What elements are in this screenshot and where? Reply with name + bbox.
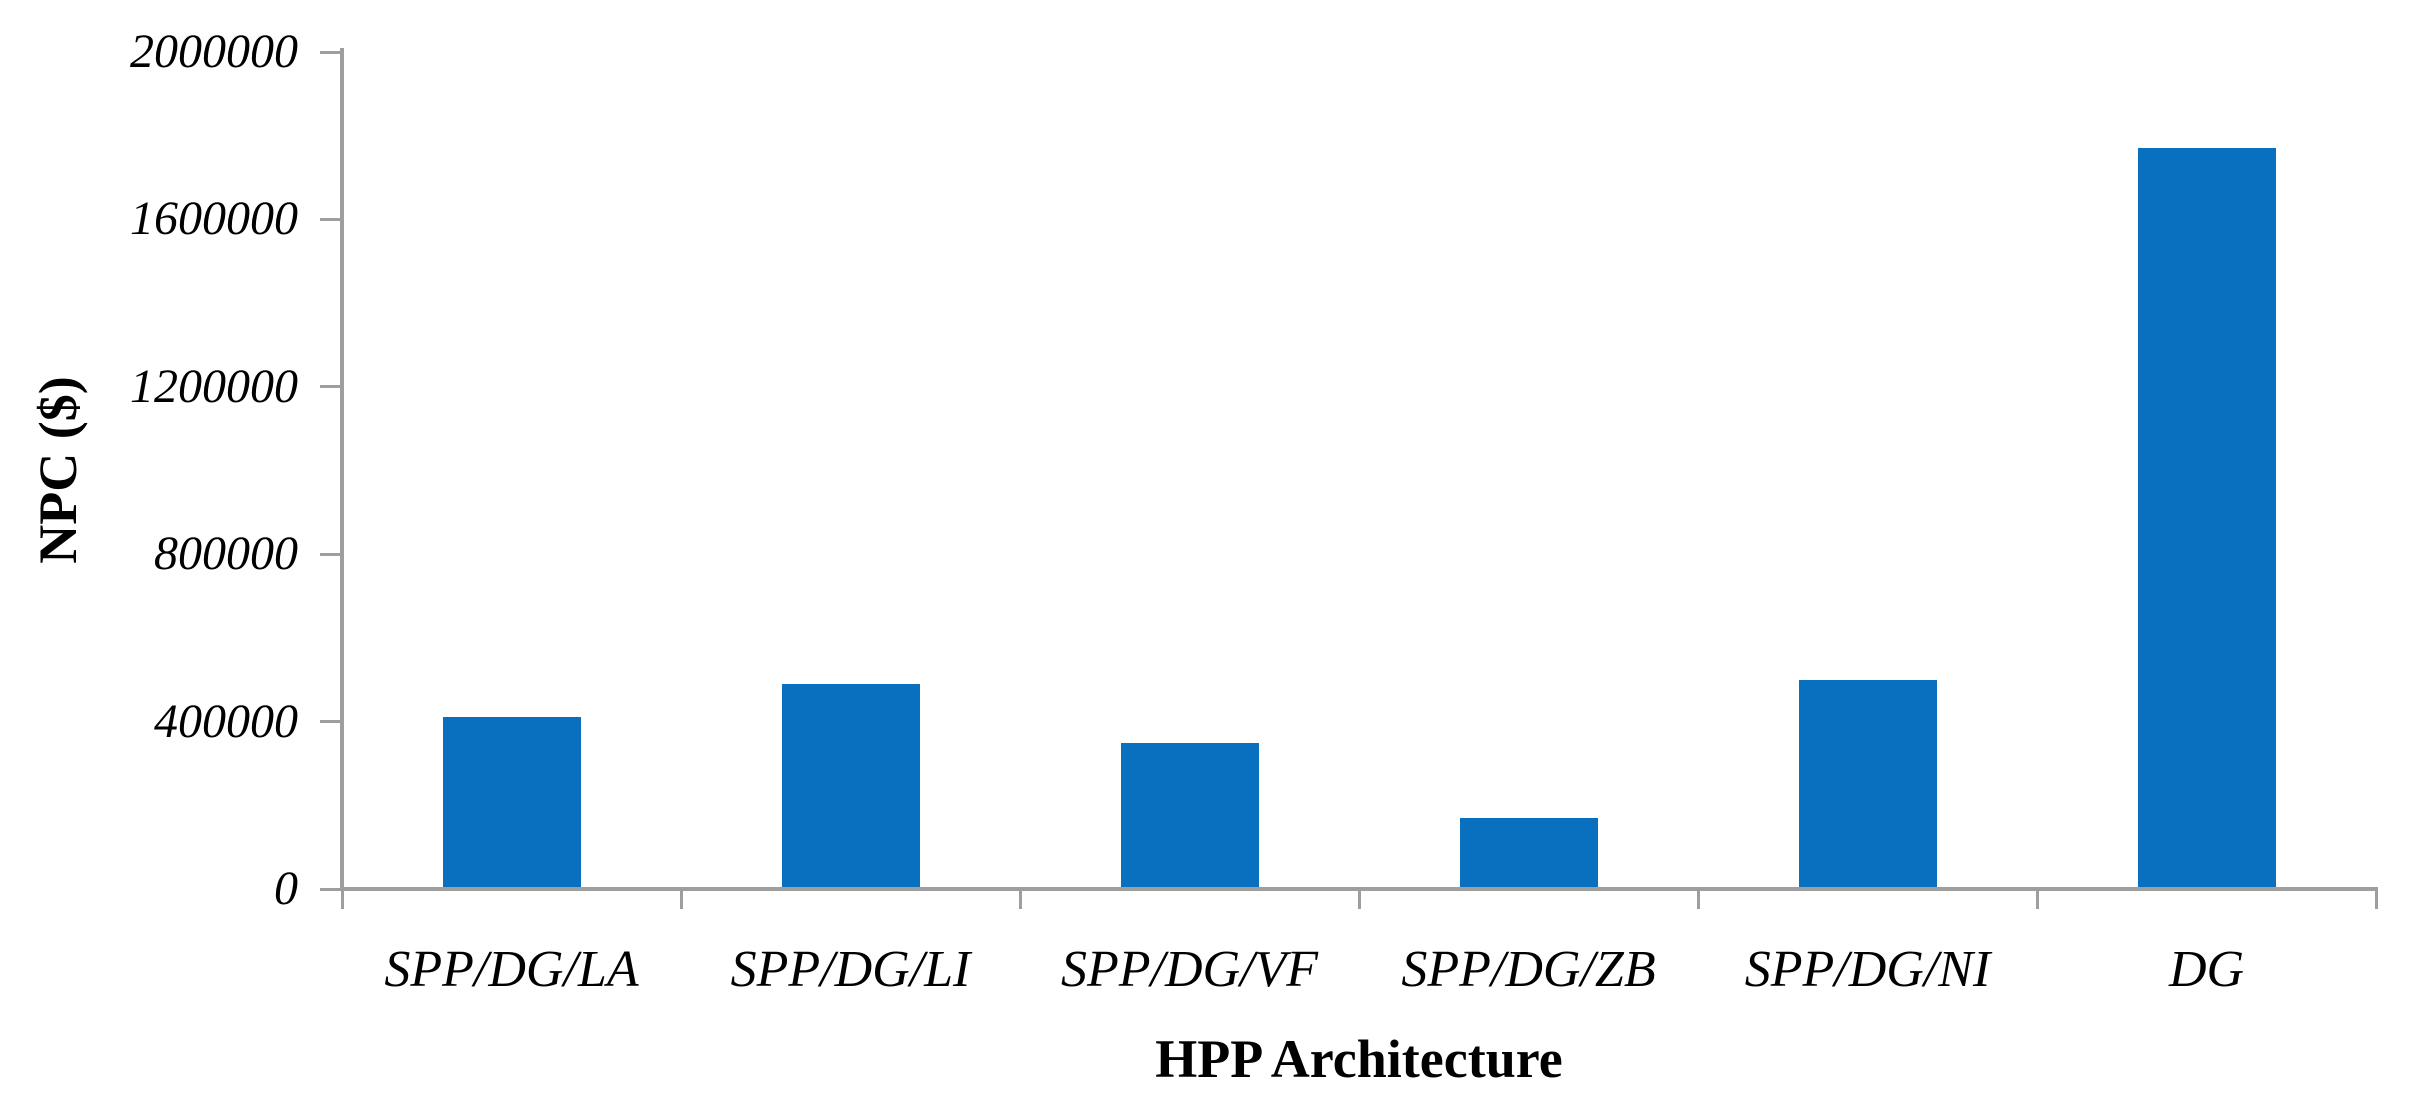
bar	[442, 717, 581, 887]
x-tick	[1696, 891, 1700, 909]
y-tick	[320, 217, 342, 221]
y-tick-label: 1200000	[130, 359, 298, 413]
y-tick-label: 1600000	[130, 192, 298, 246]
y-tick-label: 0	[274, 862, 298, 915]
x-tick	[1018, 891, 1022, 909]
x-category-label: DG	[2168, 941, 2245, 998]
x-axis-line	[340, 887, 2378, 891]
bar	[1798, 679, 1937, 887]
x-tick	[340, 891, 344, 909]
x-category-label: SPP/DG/NI	[1744, 941, 1991, 998]
bar	[1459, 817, 1598, 887]
x-tick	[679, 891, 683, 909]
bar	[1120, 742, 1259, 887]
x-tick	[1357, 891, 1361, 909]
y-tick	[320, 720, 342, 724]
y-tick-label: 800000	[154, 527, 298, 581]
y-tick-label: 2000000	[130, 25, 298, 78]
x-category-label: SPP/DG/ZB	[1401, 941, 1656, 998]
y-tick	[320, 385, 342, 389]
x-category-label: SPP/DG/VF	[1060, 941, 1319, 998]
x-axis-title: HPP Architecture	[1155, 1029, 1563, 1089]
y-tick	[320, 552, 342, 556]
y-tick-label: 400000	[154, 694, 298, 748]
x-tick	[2374, 891, 2378, 909]
x-category-label: SPP/DG/LI	[730, 941, 971, 998]
y-axis-line	[340, 48, 344, 891]
x-tick	[2035, 891, 2039, 909]
y-tick	[320, 887, 342, 891]
bar	[2137, 148, 2276, 887]
bar	[781, 683, 920, 887]
y-tick	[320, 50, 342, 54]
x-category-label: SPP/DG/LA	[384, 941, 639, 998]
